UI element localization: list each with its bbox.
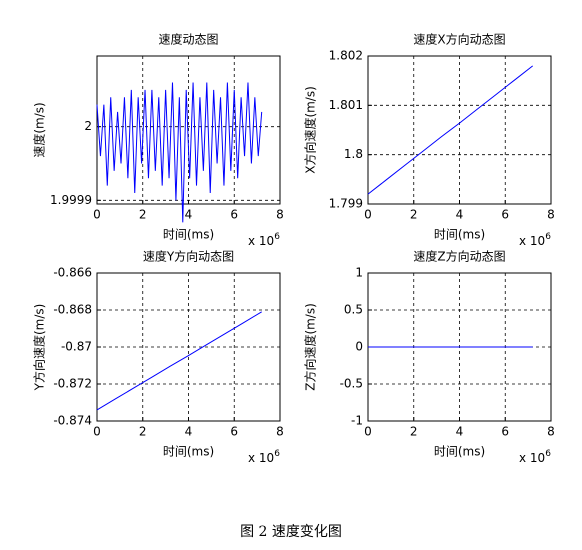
axes-box	[96, 55, 281, 205]
x-scale-label: x 106	[519, 449, 551, 465]
x-tick-label: 6	[501, 425, 509, 439]
y-tick-label: -0.868	[53, 303, 92, 317]
x-tick-label: 6	[230, 208, 238, 222]
y-tick-label: 1.802	[329, 49, 363, 63]
x-tick-label: 8	[547, 208, 555, 222]
x-tick-label: 4	[185, 425, 193, 439]
y-tick-label: 1.799	[329, 197, 363, 211]
y-tick-label: 1.9999	[50, 193, 92, 207]
chart-title: 速度动态图	[158, 32, 218, 47]
x-tick-label: 8	[547, 425, 555, 439]
x-scale-power: 6	[545, 232, 551, 242]
y-tick-label: -0.874	[53, 414, 92, 428]
y-tick-label: -0.87	[61, 340, 92, 354]
y-tick-label: -0.5	[340, 377, 363, 391]
x-tick-label: 4	[456, 208, 464, 222]
y-tick-label: 0.5	[344, 303, 363, 317]
x-tick-label: 4	[456, 425, 464, 439]
x-tick-label: 8	[276, 208, 284, 222]
x-scale-base: x 10	[248, 234, 274, 248]
y-tick-label: -0.872	[53, 377, 92, 391]
caption: 图 2 速度变化图	[240, 524, 342, 540]
x-axis-label: 时间(ms)	[163, 445, 214, 459]
x-scale-base: x 10	[519, 451, 545, 465]
x-axis-label: 时间(ms)	[434, 445, 485, 459]
x-axis-label: 时间(ms)	[434, 228, 485, 242]
x-scale-power: 6	[274, 449, 280, 459]
y-tick-label: -1	[351, 414, 363, 428]
axes-box	[96, 272, 281, 422]
x-scale-label: x 106	[519, 232, 551, 248]
x-tick-label: 2	[139, 425, 147, 439]
x-axis-label: 时间(ms)	[163, 228, 214, 242]
x-scale-label: x 106	[248, 449, 280, 465]
y-tick-label: 1	[355, 266, 363, 280]
y-tick-label: 1.801	[329, 98, 363, 112]
y-tick-label: 1.8	[344, 147, 363, 161]
axes-box	[367, 55, 552, 205]
y-axis-label: Y方向速度(m/s)	[32, 304, 47, 392]
x-tick-label: 6	[230, 425, 238, 439]
x-tick-label: 0	[93, 208, 101, 222]
y-tick-label: 0	[355, 340, 363, 354]
x-scale-label: x 106	[248, 232, 280, 248]
x-scale-power: 6	[545, 449, 551, 459]
data-line	[96, 82, 263, 223]
x-tick-label: 2	[410, 208, 418, 222]
y-tick-label: 2	[84, 119, 92, 133]
x-tick-label: 0	[364, 208, 372, 222]
x-tick-label: 0	[93, 425, 101, 439]
x-scale-power: 6	[274, 232, 280, 242]
x-tick-label: 2	[139, 208, 147, 222]
chart-title: 速度Y方向动态图	[143, 249, 234, 264]
x-scale-base: x 10	[519, 234, 545, 248]
x-scale-base: x 10	[248, 451, 274, 465]
x-tick-label: 2	[410, 425, 418, 439]
x-tick-label: 0	[364, 425, 372, 439]
chart-title: 速度X方向动态图	[413, 32, 505, 47]
y-axis-label: X方向速度(m/s)	[303, 86, 318, 174]
data-line	[367, 65, 534, 195]
chart-title: 速度Z方向动态图	[413, 249, 505, 264]
y-axis-label: Z方向速度(m/s)	[303, 303, 318, 391]
data-line	[96, 311, 262, 411]
x-tick-label: 6	[501, 208, 509, 222]
y-tick-label: -0.866	[53, 266, 92, 280]
y-axis-label: 速度(m/s)	[32, 102, 47, 157]
x-tick-label: 4	[185, 208, 193, 222]
x-tick-label: 8	[276, 425, 284, 439]
